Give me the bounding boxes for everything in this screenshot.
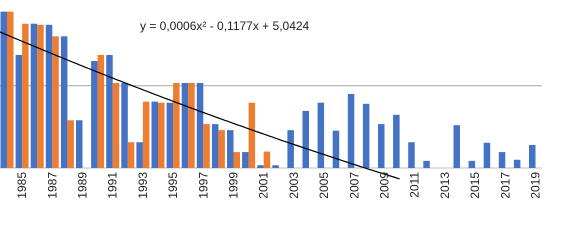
bar [242, 152, 249, 168]
bar [91, 61, 98, 169]
x-tick-label: 1985 [15, 172, 29, 199]
bar [362, 103, 370, 168]
trendline-equation: y = 0,0006x² - 0,1177x + 5,0424 [140, 19, 310, 33]
bar [142, 101, 150, 168]
bar [347, 93, 355, 168]
x-tick-label: 2001 [257, 172, 271, 199]
x-tick-label: 2015 [468, 172, 482, 199]
bar [22, 23, 29, 169]
bar [248, 102, 256, 168]
bar [468, 160, 476, 168]
bar [127, 142, 135, 168]
bar-layer [0, 11, 536, 169]
x-tick-label: 1987 [45, 172, 59, 199]
bar [0, 11, 7, 169]
bar [272, 165, 279, 168]
bar [302, 110, 309, 168]
bar [257, 165, 264, 168]
bar [76, 120, 83, 168]
bar [181, 82, 189, 168]
bar [15, 54, 23, 168]
bar [227, 130, 234, 168]
bar [378, 124, 385, 168]
bar [112, 82, 120, 168]
x-tick-label: 2009 [378, 172, 392, 199]
bar [483, 142, 491, 168]
x-tick-label: 1999 [227, 172, 241, 199]
bar [136, 142, 143, 168]
bar [498, 152, 506, 168]
x-tick-label: 1991 [106, 172, 120, 199]
trend-layer [0, 31, 400, 180]
x-tick-label: 2019 [529, 172, 543, 199]
x-tick-label: 2005 [317, 172, 331, 199]
bar [52, 36, 59, 169]
grid-layer [0, 85, 542, 169]
bar [60, 36, 68, 169]
bar [287, 130, 294, 168]
x-tick-label: 2013 [438, 172, 452, 199]
bar [423, 160, 430, 168]
bar [196, 82, 204, 168]
bar [45, 24, 53, 168]
bar [393, 114, 400, 168]
bar [513, 159, 521, 168]
bar [203, 124, 210, 168]
bar [7, 11, 14, 169]
x-tick-label: 2003 [287, 172, 301, 199]
bar [121, 82, 128, 168]
bar [263, 151, 271, 168]
bar [211, 124, 219, 168]
bar [233, 152, 240, 168]
bar [453, 125, 460, 168]
x-tick-label: 1995 [166, 172, 180, 199]
trendline [0, 31, 400, 180]
bar [106, 54, 113, 168]
bar [97, 54, 105, 168]
bar [408, 142, 415, 168]
x-tick-label: 2011 [408, 172, 422, 198]
bar [529, 144, 536, 168]
bar [188, 82, 195, 168]
bar [317, 102, 325, 168]
x-tick-label: 1993 [136, 172, 150, 199]
bar [332, 130, 340, 168]
label-layer: 1985 1987 1989 1991 1993 1995 1997 1999 2001 2003… [15, 172, 542, 199]
bar [67, 120, 74, 168]
x-tick-label: 2007 [347, 172, 361, 199]
bar [166, 102, 174, 168]
x-tick-label: 1989 [76, 172, 90, 199]
bar [158, 102, 165, 168]
bar [173, 82, 180, 168]
x-tick-label: 2017 [498, 172, 512, 199]
bar [37, 24, 44, 168]
x-tick-label: 1997 [196, 172, 210, 199]
bar [218, 130, 225, 168]
bar [151, 101, 158, 168]
bar [30, 23, 38, 169]
